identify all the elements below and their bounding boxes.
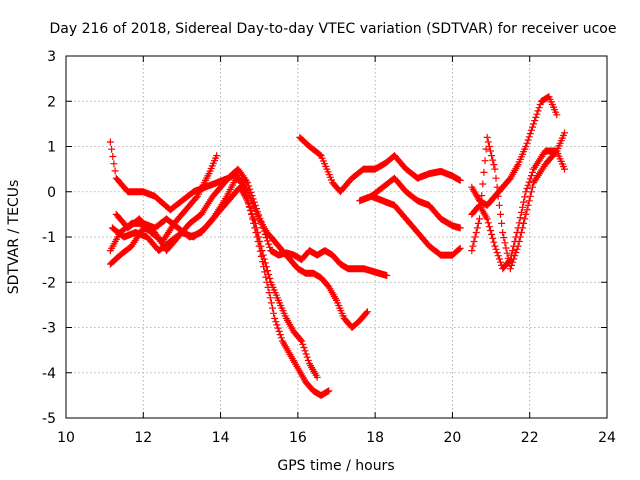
series-track-9 <box>468 93 561 209</box>
series-layer <box>106 93 568 399</box>
x-tick-label: 22 <box>521 430 539 446</box>
series-track-11 <box>468 147 568 273</box>
x-tick-label: 12 <box>134 430 152 446</box>
x-tick-label: 10 <box>57 430 75 446</box>
x-tick-label: 18 <box>366 430 384 446</box>
x-tick-label: 20 <box>444 430 462 446</box>
y-tick-label: -3 <box>42 321 56 337</box>
y-axis-label: SDTVAR / TECUs <box>6 180 22 295</box>
y-tick-label: -1 <box>42 230 56 246</box>
x-tick-label: 24 <box>598 430 616 446</box>
y-tick-label: 0 <box>47 185 56 201</box>
chart-title: Day 216 of 2018, Sidereal Day-to-day VTE… <box>50 21 617 37</box>
y-tick-label: -2 <box>42 275 56 291</box>
y-tick-label: 1 <box>47 140 56 156</box>
series-track-5 <box>112 152 221 245</box>
series-track-8 <box>367 192 464 259</box>
series-track-4 <box>108 183 321 381</box>
y-tick-label: -4 <box>42 366 56 382</box>
x-axis-label: GPS time / hours <box>277 458 394 474</box>
y-tick-label: -5 <box>42 411 56 427</box>
y-tick-label: 2 <box>47 94 56 110</box>
x-tick-label: 14 <box>212 430 230 446</box>
y-tick-label: 3 <box>47 49 56 65</box>
series-track-6 <box>296 133 464 196</box>
series-track-1 <box>106 138 391 279</box>
x-tick-label: 16 <box>289 430 307 446</box>
